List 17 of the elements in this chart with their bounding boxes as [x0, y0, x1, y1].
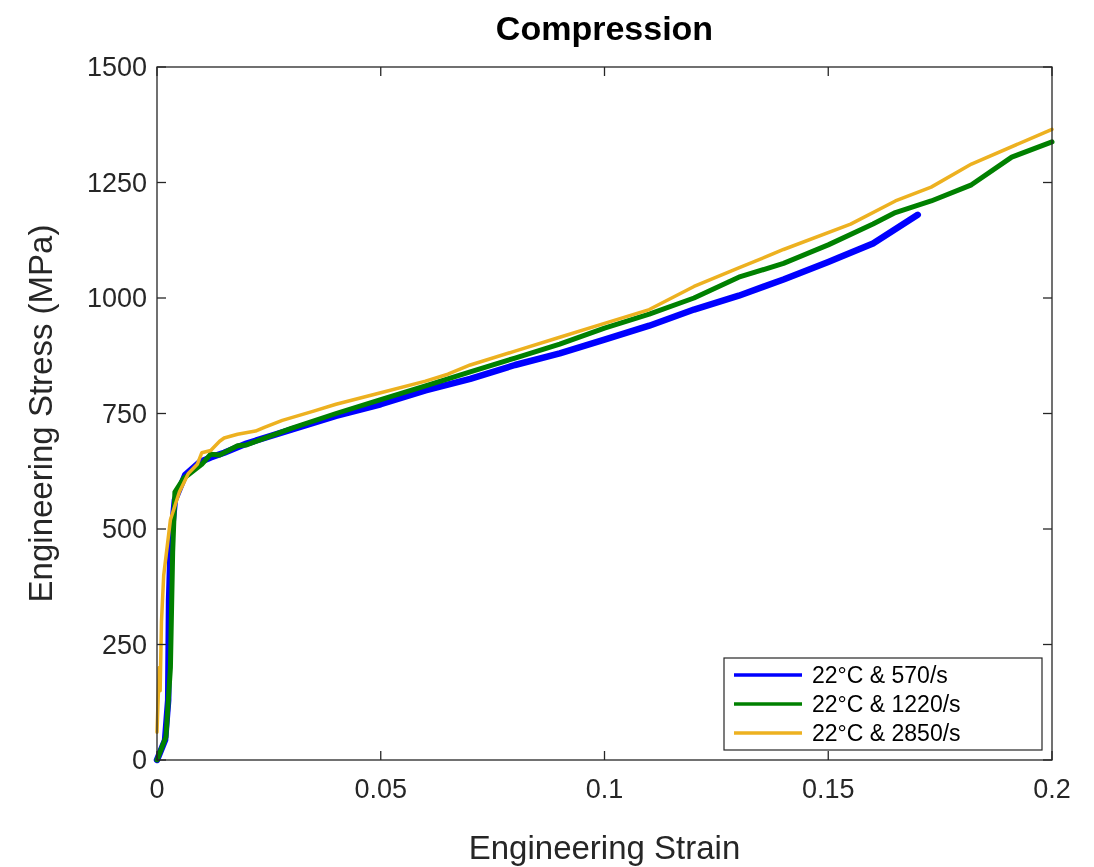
- chart-title: Compression: [495, 9, 714, 47]
- y-tick-label: 250: [101, 629, 147, 660]
- y-tick-label: 750: [101, 398, 147, 429]
- x-tick-label: 0.2: [1033, 774, 1071, 804]
- y-tick-label: 0: [131, 745, 147, 775]
- legend-label: 22°C & 1220/s: [812, 691, 961, 717]
- legend-label: 22°C & 2850/s: [812, 720, 961, 746]
- y-tick-label: 500: [101, 514, 147, 544]
- x-tick-label: 0.1: [585, 774, 624, 804]
- y-axis-title: Engineering Stress (MPa): [22, 224, 59, 603]
- y-tick-label: 1250: [86, 167, 147, 198]
- x-tick-label: 0.05: [354, 774, 408, 804]
- y-tick-label: 1000: [86, 283, 147, 313]
- y-tick-label: 1500: [86, 52, 147, 82]
- x-tick-label: 0.15: [801, 774, 855, 804]
- legend-label: 22°C & 570/s: [812, 662, 948, 688]
- x-axis-title: Engineering Strain: [468, 829, 741, 866]
